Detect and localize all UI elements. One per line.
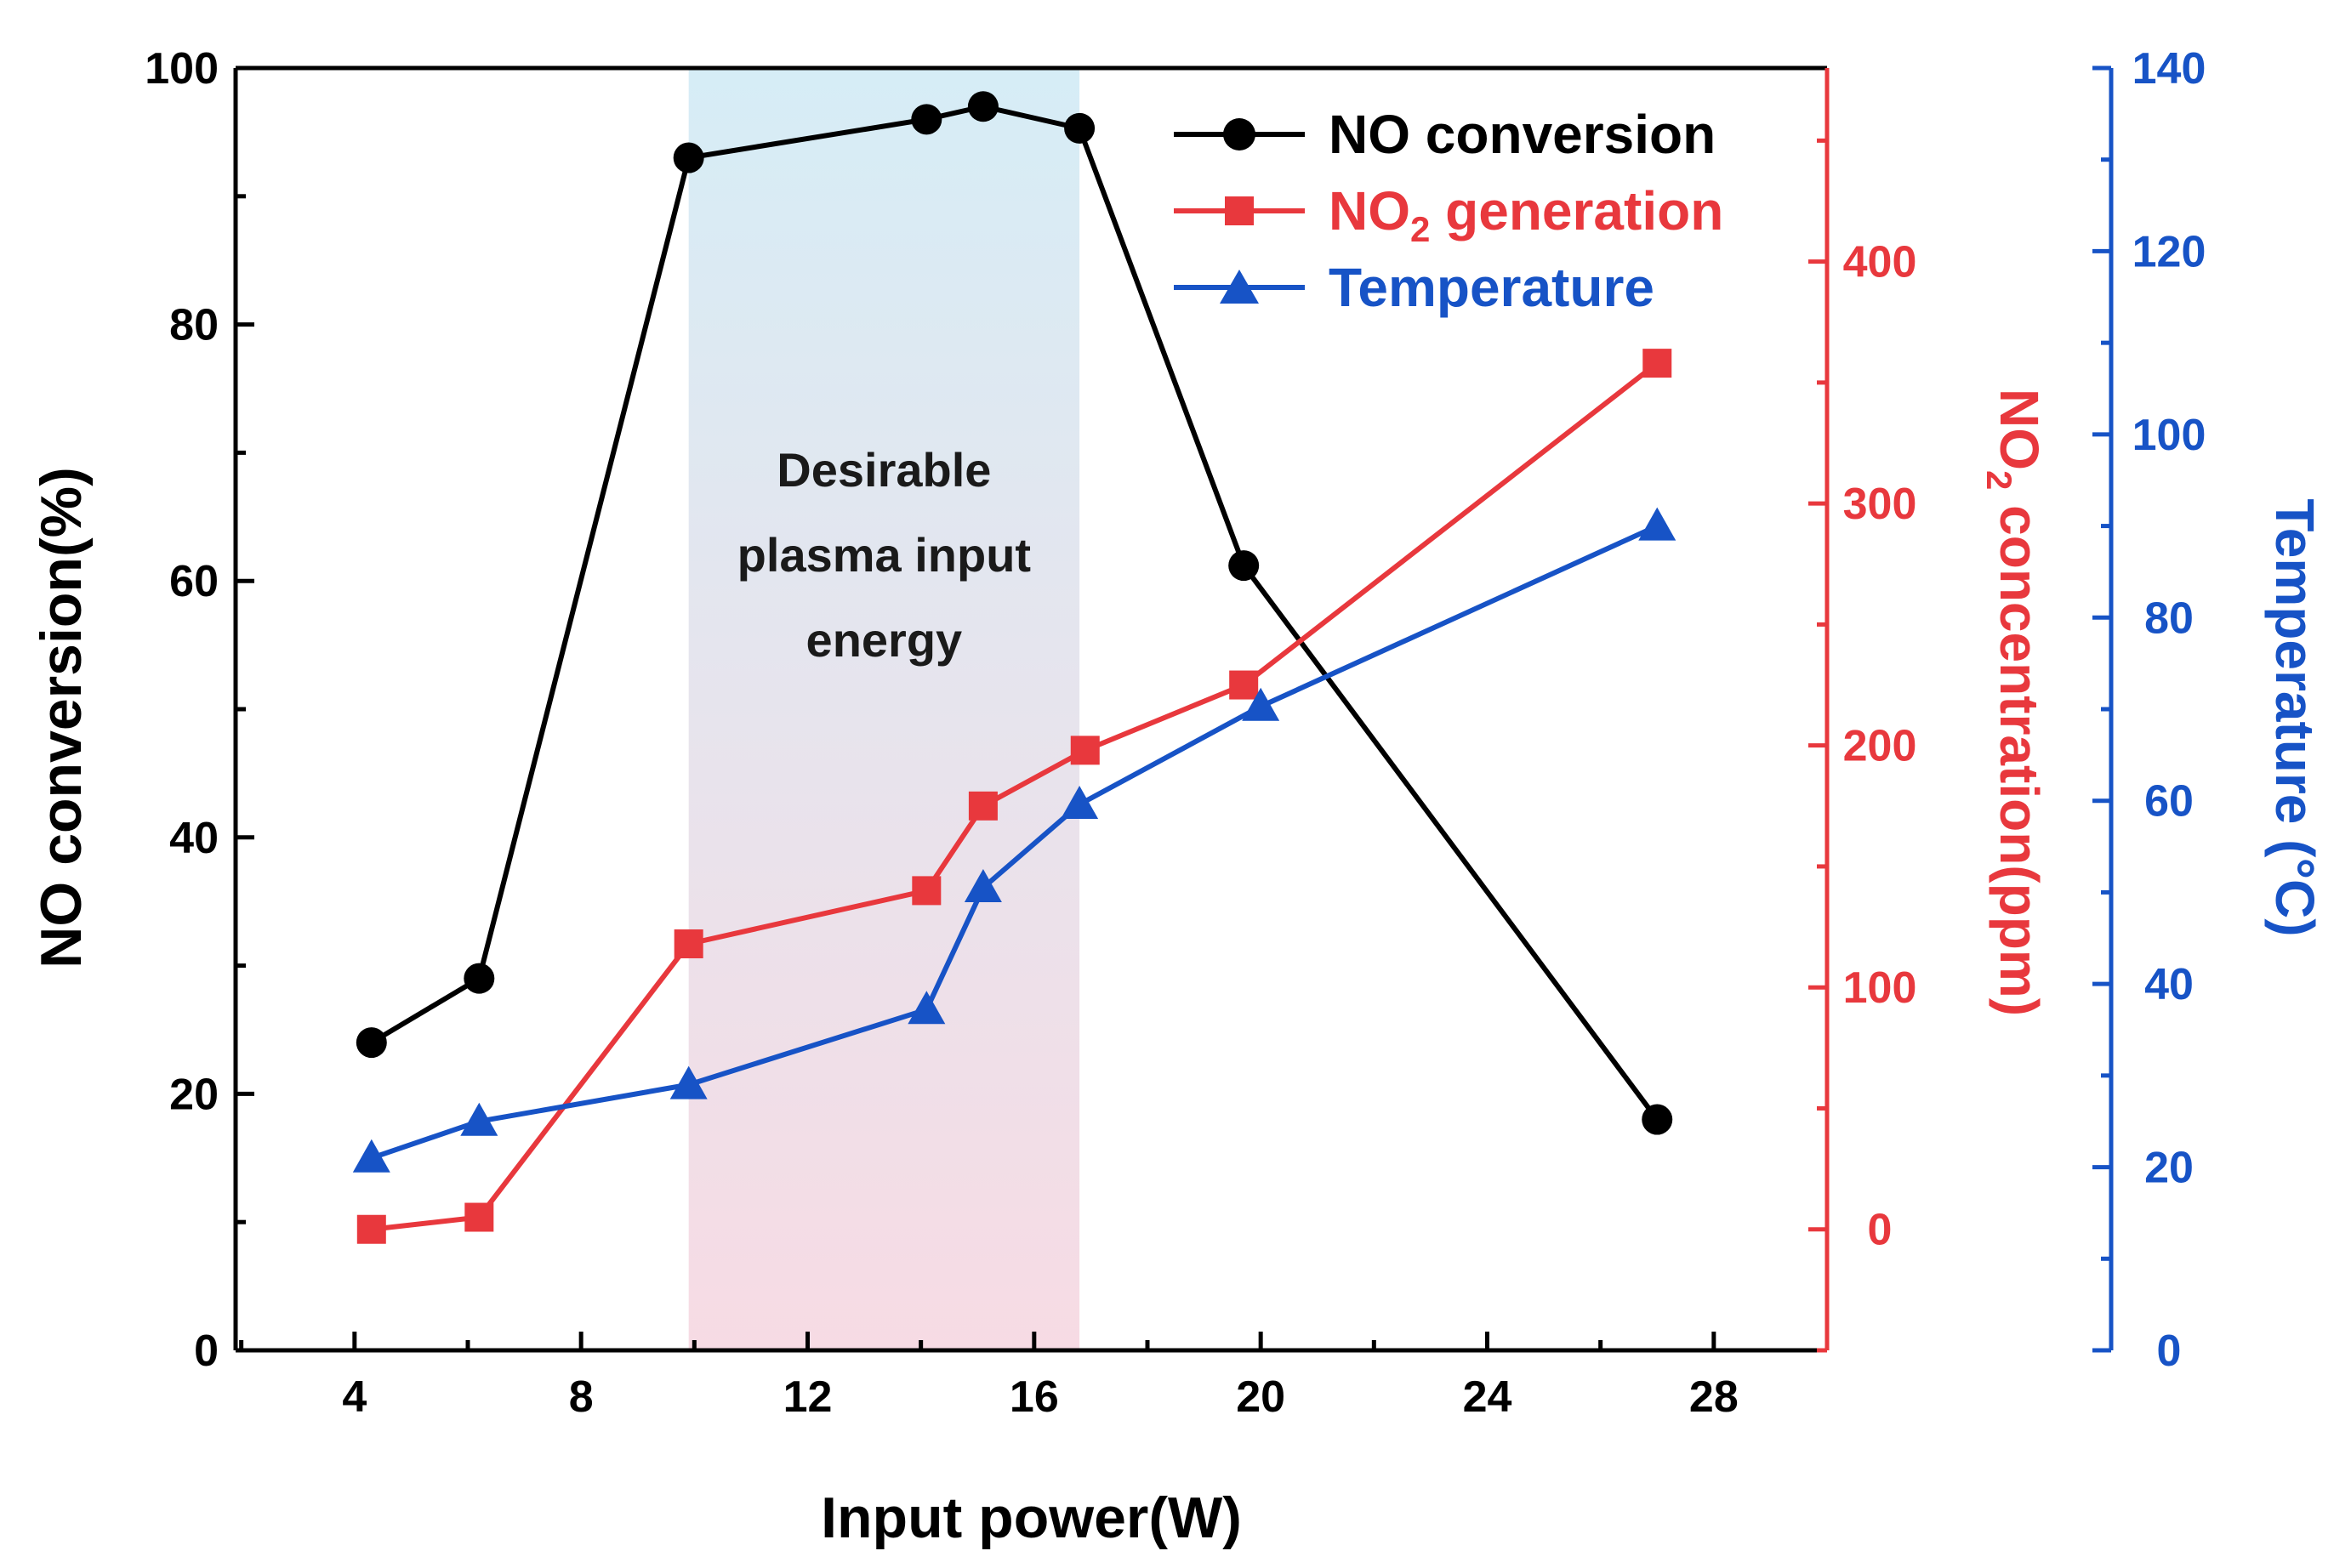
legend-label-temperature: Temperature — [1329, 257, 1654, 318]
red-tick-label: 300 — [1843, 480, 1917, 529]
left-tick-label: 20 — [169, 1070, 219, 1119]
legend-marker-temperature — [1220, 270, 1259, 304]
series-line-2 — [370, 523, 1659, 1161]
data-point-no2-generation — [968, 791, 998, 821]
band-annotation-line-3: energy — [806, 613, 963, 667]
data-point-no-conversion — [967, 91, 999, 122]
blue-axis-title: Temperature (°C) — [2264, 498, 2325, 936]
red-axis-title: NO2 concentration(ppm) — [1979, 389, 2050, 1016]
left-axis-title: NO conversion(%) — [29, 467, 94, 968]
legend-label-no2-main: NO — [1329, 180, 1410, 241]
desirable-energy-band — [688, 68, 1080, 1350]
x-tick-label: 16 — [1010, 1372, 1059, 1422]
data-point-temperature — [352, 1139, 390, 1173]
data-point-no2-generation — [1229, 670, 1259, 700]
red-axis-title-main: NO — [1989, 389, 2050, 470]
legend-label-no2-rest: generation — [1430, 180, 1723, 241]
blue-tick-label: 140 — [2132, 44, 2206, 94]
series-line-0 — [370, 104, 1659, 1122]
blue-tick-label: 60 — [2144, 777, 2194, 827]
blue-tick-label: 40 — [2144, 960, 2194, 1009]
band-annotation-line-1: Desirable — [777, 443, 991, 497]
x-tick-label: 20 — [1236, 1372, 1285, 1422]
data-point-no-conversion — [1064, 112, 1096, 144]
data-point-temperature — [1061, 786, 1099, 820]
left-tick-label: 0 — [194, 1327, 219, 1376]
data-point-no2-generation — [1642, 349, 1672, 378]
data-point-temperature — [1638, 507, 1676, 541]
chart-marks — [352, 91, 1676, 1244]
legend-label-no-conversion: NO conversion — [1329, 104, 1716, 165]
red-tick-label: 0 — [1868, 1206, 1893, 1255]
data-point-temperature — [460, 1102, 498, 1136]
legend-label-no2-sub: 2 — [1410, 209, 1430, 249]
x-tick-label: 4 — [342, 1372, 367, 1422]
legend-marker-no2-generation — [1225, 196, 1254, 225]
left-tick-label: 100 — [145, 44, 219, 94]
band-annotation-line-2: plasma input — [737, 528, 1031, 582]
data-point-no-conversion — [464, 963, 495, 994]
data-point-no2-generation — [674, 929, 703, 958]
data-point-no2-generation — [1070, 736, 1100, 765]
x-axis-title: Input power(W) — [821, 1486, 1242, 1550]
legend: NO conversion NO2 generation Temperature — [1174, 104, 1723, 318]
chart-axes: 4 8 12 16 20 24 280204060801000100200300400020… — [145, 44, 2206, 1422]
legend-marker-no-conversion — [1223, 118, 1255, 151]
legend-label-no2-generation: NO2 generation — [1329, 180, 1723, 249]
red-tick-label: 200 — [1843, 722, 1917, 771]
data-point-no2-generation — [464, 1202, 494, 1232]
blue-tick-label: 100 — [2132, 411, 2206, 460]
data-point-temperature — [1242, 687, 1280, 721]
x-tick-label: 28 — [1689, 1372, 1739, 1422]
data-point-no-conversion — [1642, 1104, 1673, 1135]
blue-tick-label: 20 — [2144, 1144, 2194, 1193]
red-axis-title-sub: 2 — [1979, 470, 2019, 490]
data-point-no2-generation — [912, 876, 942, 906]
blue-tick-label: 120 — [2132, 227, 2206, 276]
blue-tick-label: 0 — [2157, 1327, 2182, 1376]
left-tick-label: 40 — [169, 814, 219, 863]
x-tick-label: 24 — [1463, 1372, 1512, 1422]
x-tick-label: 8 — [569, 1372, 594, 1422]
x-tick-label: 12 — [783, 1372, 833, 1422]
red-axis-title-rest: concentration(ppm) — [1989, 490, 2050, 1016]
data-point-temperature — [908, 991, 946, 1025]
data-point-no2-generation — [356, 1214, 386, 1244]
red-tick-label: 100 — [1843, 963, 1917, 1013]
data-point-no-conversion — [1228, 550, 1260, 582]
data-point-no-conversion — [356, 1027, 387, 1059]
left-tick-label: 80 — [169, 301, 219, 350]
data-point-temperature — [964, 869, 1002, 903]
series-line-1 — [371, 361, 1659, 1232]
data-point-no-conversion — [673, 142, 704, 173]
data-point-temperature — [669, 1065, 708, 1099]
red-tick-label: 400 — [1843, 238, 1917, 287]
data-point-no-conversion — [911, 104, 942, 135]
blue-tick-label: 80 — [2144, 594, 2194, 643]
left-tick-label: 60 — [169, 557, 219, 606]
